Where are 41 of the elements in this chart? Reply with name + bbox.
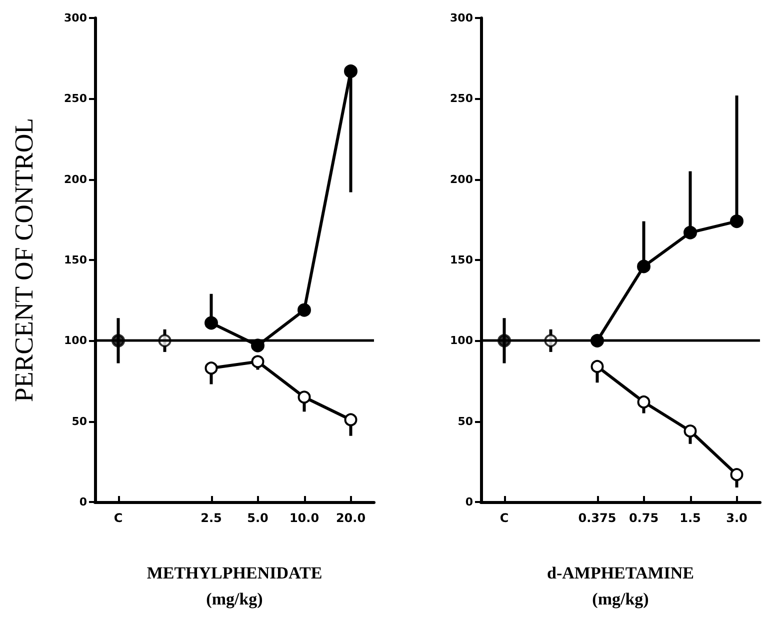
y-tick-label: 100 [450,334,474,348]
x-tick-label: 2.5 [200,511,222,525]
x-axis-title: d-AMPHETAMINE (mg/kg) [546,564,694,608]
x-tick-label: C [500,511,509,525]
y-tick-label: 0 [465,496,474,508]
point [637,260,650,274]
y-tick-label: 200 [64,172,88,186]
y-tick-label: 250 [64,92,88,106]
y-tick-label: 150 [64,254,88,266]
x-tick-label: 10.0 [289,511,320,525]
x-tick-label: 5.0 [247,511,268,525]
point [637,395,650,408]
y-tick-label: 250 [450,92,474,106]
point [344,64,358,78]
y-tick-label: 300 [64,12,88,24]
x-tick-label: 1.5 [680,511,701,525]
point [204,316,218,330]
x-tick-label: 3.0 [726,511,748,525]
y-tick-label: 100 [64,334,88,348]
point [204,362,218,375]
point [684,226,697,240]
x-tick-label: 0.375 [578,511,616,525]
y-axis-title: PERCENT OF CONTROL [10,118,38,402]
x-tick-label: 20.0 [336,511,366,525]
y-tick-label: 300 [450,12,474,24]
x-tick-label: C [114,511,123,525]
point [590,360,604,373]
point [730,214,744,228]
y-tick-label: 150 [450,254,474,266]
point [298,390,311,404]
x-axis-title: METHYLPHENIDATE (mg/kg) [146,564,322,608]
point [344,413,358,426]
point [684,424,697,438]
y-tick-label: 0 [79,496,88,508]
point [298,303,311,317]
y-tick-label: 200 [450,172,474,186]
y-tick-label: 50 [458,414,474,428]
x-tick-label: 0.75 [628,511,659,525]
point [730,468,744,482]
y-tick-label: 50 [72,414,88,428]
point [251,355,264,368]
